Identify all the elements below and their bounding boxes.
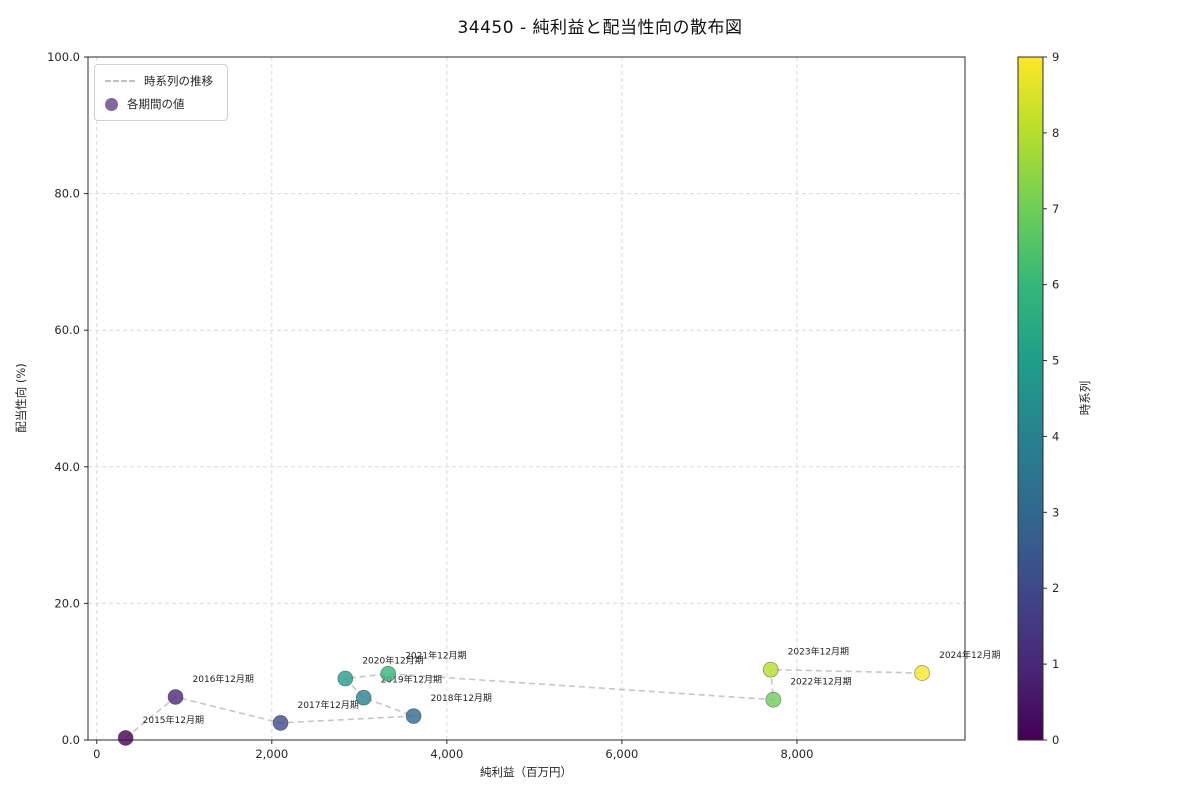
dashed-line-swatch-icon xyxy=(105,80,135,82)
time-series-line xyxy=(125,668,923,739)
colorbar-tick-label: 6 xyxy=(1052,278,1059,292)
point-label: 2020年12月期 xyxy=(362,655,423,667)
x-tick-label: 2,000 xyxy=(255,747,288,761)
colorbar-tick-label: 3 xyxy=(1052,505,1059,519)
point-label: 2023年12月期 xyxy=(788,646,849,658)
y-tick-label: 0.0 xyxy=(62,733,80,747)
plot-border xyxy=(87,56,966,741)
y-tick-label: 80.0 xyxy=(54,187,80,201)
legend-label-trend: 時系列の推移 xyxy=(144,74,213,88)
x-axis-label: 純利益（百万円） xyxy=(480,765,572,779)
point-label: 2021年12月期 xyxy=(405,650,466,662)
chart-title: 34450 - 純利益と配当性向の散布図 xyxy=(457,18,743,38)
colorbar-tick-label: 2 xyxy=(1052,581,1059,595)
point-label: 2017年12月期 xyxy=(298,699,359,711)
legend-item-trend-line: 時系列の推移 xyxy=(105,73,213,89)
x-tick-label: 8,000 xyxy=(780,747,813,761)
data-point xyxy=(405,708,422,724)
colorbar-label: 時系列 xyxy=(1078,380,1092,416)
point-label: 2019年12月期 xyxy=(381,674,442,686)
data-point xyxy=(355,689,372,706)
point-label: 2018年12月期 xyxy=(431,692,492,704)
colorbar-tick-label: 9 xyxy=(1052,50,1059,64)
y-tick-label: 40.0 xyxy=(54,460,80,474)
legend-label-values: 各期間の値 xyxy=(127,97,185,111)
point-label: 2015年12月期 xyxy=(143,714,204,726)
y-tick-label: 100.0 xyxy=(47,50,80,64)
colorbar-tick-label: 4 xyxy=(1052,429,1059,443)
colorbar-tick-label: 0 xyxy=(1052,733,1059,747)
x-tick-label: 6,000 xyxy=(605,747,638,761)
colorbar-tick-label: 1 xyxy=(1052,657,1059,671)
x-tick-label: 0 xyxy=(93,747,100,761)
legend-item-period-values: 各期間の値 xyxy=(105,96,213,112)
data-point xyxy=(117,730,134,746)
marker-swatch-icon xyxy=(105,97,118,111)
colorbar-gradient xyxy=(1017,56,1044,741)
point-label: 2024年12月期 xyxy=(939,649,1000,661)
point-label: 2016年12月期 xyxy=(193,673,254,685)
data-point xyxy=(765,691,782,708)
colorbar-tick-label: 8 xyxy=(1052,126,1059,140)
data-point xyxy=(272,715,289,731)
colorbar-tick-label: 7 xyxy=(1052,202,1059,216)
data-point xyxy=(762,661,779,678)
point-label: 2022年12月期 xyxy=(790,676,851,688)
x-tick-label: 4,000 xyxy=(430,747,463,761)
y-tick-label: 20.0 xyxy=(54,596,80,610)
data-point xyxy=(914,665,931,681)
data-point xyxy=(167,689,184,705)
y-tick-label: 60.0 xyxy=(54,323,80,337)
y-axis-label: 配当性向 (%) xyxy=(14,363,28,433)
data-point xyxy=(380,665,397,682)
colorbar-tick-label: 5 xyxy=(1052,354,1059,368)
legend: 時系列の推移 各期間の値 xyxy=(94,64,228,121)
data-point xyxy=(337,670,354,687)
